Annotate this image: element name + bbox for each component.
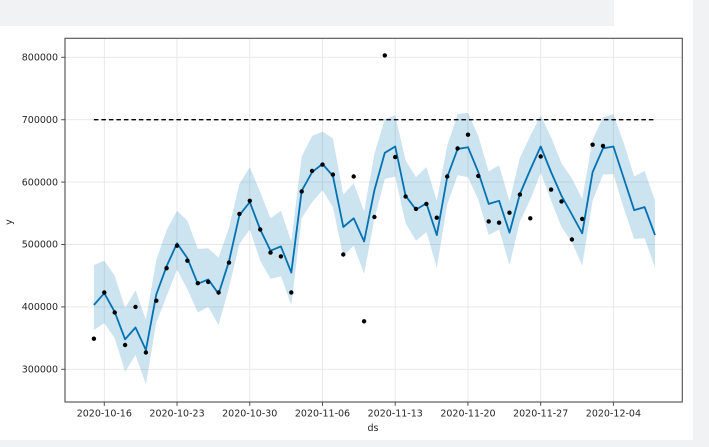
y-tick-label: 600000 bbox=[22, 177, 58, 188]
figure-background bbox=[0, 26, 693, 440]
y-tick-label: 400000 bbox=[22, 302, 58, 313]
actual-data-point bbox=[341, 252, 346, 257]
grid-layer bbox=[65, 38, 683, 402]
y-tick-label: 800000 bbox=[22, 53, 58, 64]
actual-data-point bbox=[195, 281, 200, 286]
x-tick-label: 2020-10-23 bbox=[149, 409, 204, 420]
plot-border bbox=[64, 37, 683, 403]
actual-data-point bbox=[102, 290, 107, 295]
y-tick-label: 300000 bbox=[22, 365, 58, 376]
actual-data-point bbox=[538, 154, 543, 159]
y-axis-label: y bbox=[4, 219, 15, 225]
actual-data-point bbox=[403, 194, 408, 199]
x-tick-label: 2020-11-27 bbox=[513, 409, 568, 420]
actual-data-point bbox=[455, 146, 460, 151]
actual-data-point bbox=[507, 210, 512, 215]
x-tick-label: 2020-10-16 bbox=[77, 409, 132, 420]
actual-data-point bbox=[320, 162, 325, 167]
actual-data-point bbox=[528, 216, 533, 221]
actual-data-point bbox=[247, 198, 252, 203]
actual-data-point bbox=[393, 154, 398, 160]
axes-spines bbox=[64, 37, 683, 403]
yhat-line bbox=[93, 145, 656, 351]
actual-data-point bbox=[268, 250, 273, 255]
y-tick-label: 700000 bbox=[22, 115, 58, 126]
actual-data-point bbox=[330, 172, 336, 177]
actual-data-point bbox=[559, 199, 564, 204]
tick-layer: 300000 400000 500000 600000 700000 800000 2020… bbox=[22, 53, 641, 420]
actual-data-point bbox=[122, 342, 128, 348]
actual-data-point bbox=[154, 298, 159, 303]
actual-data-point bbox=[496, 220, 502, 225]
actual-data-point bbox=[413, 206, 419, 212]
actual-data-point bbox=[185, 258, 190, 263]
y-tick-label: 500000 bbox=[22, 240, 58, 251]
x-tick-label: 2020-11-20 bbox=[440, 409, 495, 420]
actual-data-point bbox=[445, 174, 450, 179]
actual-data-point bbox=[143, 350, 149, 355]
actual-data-point bbox=[309, 168, 315, 174]
actual-data-point bbox=[434, 215, 439, 220]
forecast-line-layer bbox=[93, 145, 656, 351]
actual-data-point bbox=[476, 173, 481, 179]
actual-data-point bbox=[112, 310, 117, 315]
actual-data-point bbox=[600, 143, 606, 149]
actual-data-point bbox=[465, 132, 471, 137]
x-tick-label: 2020-10-30 bbox=[222, 409, 277, 420]
x-tick-label: 2020-12-04 bbox=[586, 409, 641, 420]
figure-top-right-margin bbox=[614, 0, 693, 26]
actual-data-point bbox=[580, 216, 585, 222]
x-tick-label: 2020-11-06 bbox=[295, 409, 350, 420]
actual-data-point bbox=[569, 237, 575, 242]
x-tick-label: 2020-11-13 bbox=[368, 409, 423, 420]
actual-data-point bbox=[372, 214, 377, 220]
actuals-layer bbox=[91, 53, 606, 355]
actual-data-point bbox=[206, 279, 211, 285]
actual-data-point bbox=[382, 53, 387, 58]
actual-data-point bbox=[289, 290, 294, 295]
actual-data-point bbox=[91, 336, 97, 341]
actual-data-point bbox=[258, 227, 263, 232]
actual-data-point bbox=[164, 266, 169, 271]
actual-data-point bbox=[226, 260, 232, 265]
actual-data-point bbox=[590, 142, 595, 147]
actual-data-point bbox=[278, 254, 284, 259]
actual-data-point bbox=[548, 187, 554, 192]
actual-data-point bbox=[517, 192, 523, 197]
actual-data-point bbox=[361, 319, 367, 324]
actual-data-point bbox=[237, 211, 242, 217]
x-axis-label: ds bbox=[368, 423, 379, 434]
actual-data-point bbox=[351, 174, 356, 179]
actual-data-point bbox=[424, 201, 429, 207]
uncertainty-band bbox=[93, 112, 655, 385]
actual-data-point bbox=[216, 290, 221, 295]
actual-data-point bbox=[133, 304, 138, 310]
actual-data-point bbox=[174, 243, 180, 248]
actual-data-point bbox=[486, 219, 491, 224]
actual-data-point bbox=[299, 189, 304, 194]
uncertainty-band-layer bbox=[93, 112, 655, 385]
